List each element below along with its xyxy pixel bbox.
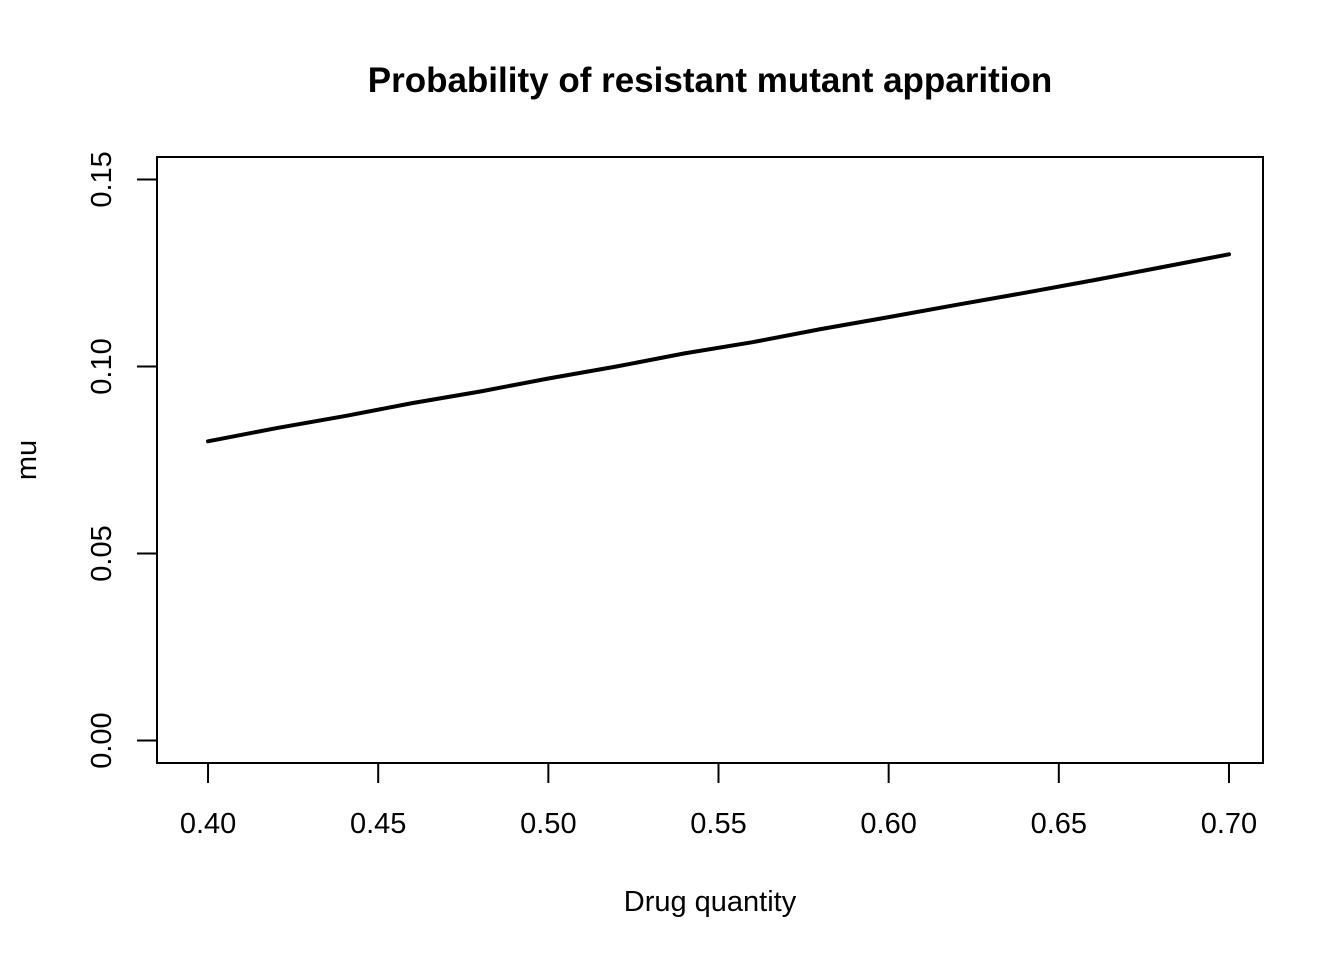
x-tick-label: 0.60 (860, 808, 916, 840)
y-axis: 0.00 0.05 0.10 0.15 (86, 151, 158, 769)
plot-frame (156, 156, 1264, 764)
x-tick-label: 0.70 (1201, 808, 1257, 840)
series-line (206, 252, 1231, 444)
y-tick-label: 0.15 (86, 151, 118, 207)
x-axis-label: Drug quantity (624, 886, 797, 918)
y-tick-label: 0.05 (86, 525, 118, 581)
x-tick-label: 0.65 (1031, 808, 1087, 840)
y-tick-label: 0.10 (86, 338, 118, 394)
x-tick-label: 0.55 (690, 808, 746, 840)
chart-title: Probability of resistant mutant appariti… (368, 61, 1053, 100)
y-tick-label: 0.00 (86, 712, 118, 768)
x-tick-label: 0.50 (520, 808, 576, 840)
x-axis: 0.40 0.45 0.50 0.55 0.60 0.65 0.70 (180, 762, 1257, 840)
series-layer (206, 252, 1231, 444)
y-axis-label: mu (11, 440, 43, 480)
x-tick-label: 0.45 (350, 808, 406, 840)
x-tick-label: 0.40 (180, 808, 236, 840)
